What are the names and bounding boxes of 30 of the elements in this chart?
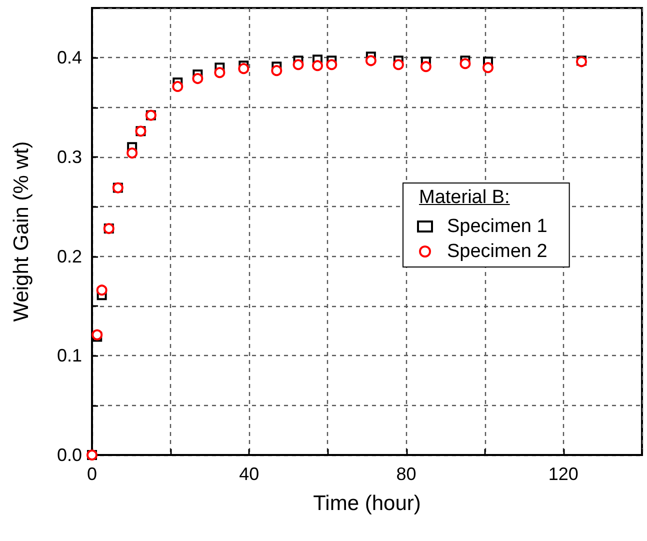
point bbox=[312, 60, 323, 72]
y-tick-label: 0.2 bbox=[56, 246, 82, 266]
point bbox=[192, 73, 204, 84]
y-tick-label: 0.4 bbox=[56, 48, 82, 68]
point bbox=[292, 59, 304, 70]
point bbox=[482, 62, 494, 74]
y-tick-label: 0.3 bbox=[56, 147, 82, 167]
y-tick-label: 0.0 bbox=[56, 445, 82, 465]
point bbox=[420, 61, 432, 72]
point bbox=[214, 67, 226, 78]
x-tick-label: 0 bbox=[86, 464, 98, 484]
point bbox=[365, 55, 376, 66]
x-tick-label: 40 bbox=[239, 464, 260, 484]
point bbox=[172, 80, 184, 92]
point bbox=[96, 284, 108, 296]
legend-label: Specimen 1 bbox=[447, 216, 548, 237]
point bbox=[92, 329, 103, 340]
x-axis-title: Time (hour) bbox=[313, 492, 421, 515]
y-axis-title: Weight Gain (% wt) bbox=[10, 141, 33, 322]
point bbox=[392, 59, 404, 70]
legend-title: Material B: bbox=[419, 187, 510, 209]
y-tick-label: 0.1 bbox=[56, 346, 82, 366]
x-tick-label: 120 bbox=[548, 464, 578, 484]
point bbox=[271, 65, 282, 76]
point bbox=[238, 63, 250, 74]
x-tick-label: 80 bbox=[396, 464, 416, 484]
point bbox=[460, 58, 471, 70]
point bbox=[126, 148, 138, 159]
legend-label: Specimen 2 bbox=[447, 241, 548, 262]
point bbox=[326, 59, 338, 70]
